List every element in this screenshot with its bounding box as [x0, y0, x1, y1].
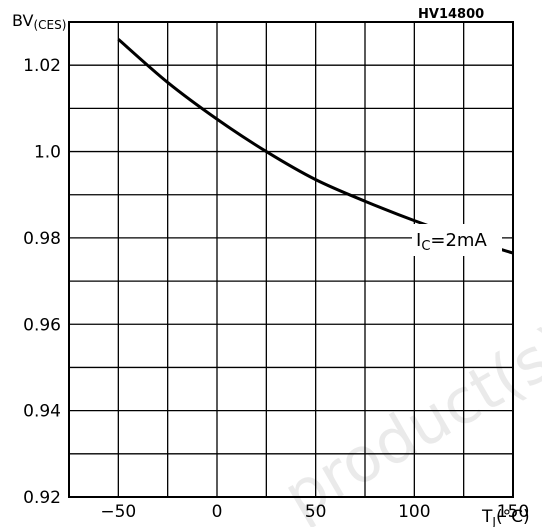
series-annotation: IC=2mA — [412, 224, 502, 256]
x-tick-label: 50 — [305, 502, 327, 522]
y-tick-labels: 0.92 0.94 0.96 0.98 1.0 1.02 — [23, 56, 61, 508]
x-axis-label: TJ(°C) — [481, 507, 530, 527]
x-axis-label-main: T — [481, 507, 493, 527]
x-tick-label: −50 — [100, 502, 136, 522]
y-tick-label: 1.02 — [23, 56, 61, 76]
y-axis-label-main: BV — [12, 11, 33, 30]
annotation-main: I — [416, 230, 421, 251]
x-tick-label: 100 — [398, 502, 430, 522]
x-axis-label-sub: J — [491, 515, 496, 527]
annotation-rest: =2mA — [430, 230, 487, 251]
y-tick-label: 1.0 — [34, 143, 61, 163]
x-tick-label: 150 — [497, 502, 529, 522]
y-tick-label: 0.92 — [23, 488, 61, 508]
x-tick-labels: −50 0 50 100 150 — [100, 502, 529, 522]
y-tick-label: 0.98 — [23, 229, 61, 249]
plot-frame — [68, 21, 514, 498]
y-tick-label: 0.96 — [23, 315, 61, 335]
annotation-bg — [412, 224, 502, 256]
annotation-text: IC=2mA — [416, 230, 487, 254]
y-axis-label-sub: (CES) — [33, 18, 66, 32]
annotation-sub: C — [421, 239, 430, 254]
y-axis-label: BV(CES) — [12, 11, 66, 32]
x-axis-label-unit: (°C) — [496, 507, 530, 527]
x-tick-label: 0 — [212, 502, 223, 522]
watermark: product(s) — [271, 310, 542, 527]
chart-code: HV14800 — [418, 7, 484, 22]
y-tick-label: 0.94 — [23, 402, 61, 422]
